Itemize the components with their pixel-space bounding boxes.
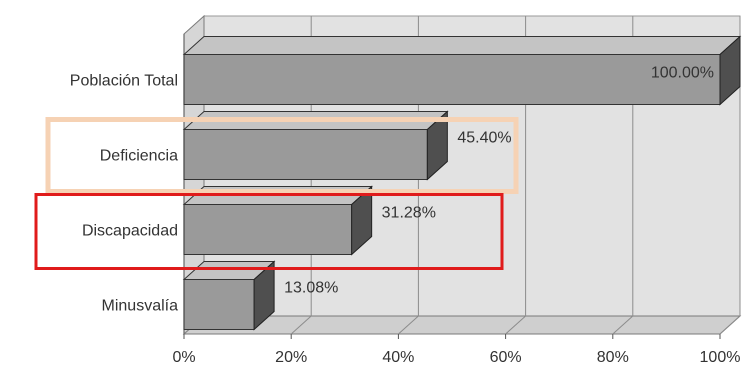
x-tick-label-3: 60% — [490, 349, 522, 366]
floor-gridline-3 — [505, 315, 526, 335]
category-label-poblacion-total: Población Total — [70, 73, 178, 90]
floor — [182, 315, 742, 335]
category-label-deficiencia: Deficiencia — [100, 148, 178, 165]
data-label-minusvalia: 13.08% — [284, 280, 338, 297]
x-tick-label-0: 0% — [172, 349, 195, 366]
bar-deficiencia — [183, 129, 428, 180]
x-tick-label-5: 100% — [700, 349, 741, 366]
x-tick-label-1: 20% — [275, 349, 307, 366]
x-tick-label-2: 40% — [382, 349, 414, 366]
highlight-box-deficiencia — [45, 117, 519, 194]
highlight-box-discapacidad — [34, 193, 504, 270]
bar-minusvalia — [183, 279, 255, 330]
x-tick-label-4: 80% — [597, 349, 629, 366]
data-label-discapacidad: 31.28% — [382, 205, 436, 222]
floor-gridline-4 — [612, 315, 634, 335]
bar-discapacidad — [183, 204, 353, 255]
data-label-poblacion-total: 100.00% — [651, 65, 714, 82]
category-label-minusvalia: Minusvalía — [102, 298, 179, 315]
floor-gridline-2 — [398, 315, 419, 335]
bar-top-poblacion-total — [182, 36, 742, 55]
data-label-deficiencia: 45.40% — [457, 130, 511, 147]
floor-gridline-1 — [290, 315, 312, 335]
category-label-discapacidad: Discapacidad — [82, 223, 178, 240]
bar-poblacion-total — [183, 54, 721, 105]
bar-end-poblacion-total — [719, 35, 741, 106]
floor-gridline-5 — [719, 315, 741, 335]
